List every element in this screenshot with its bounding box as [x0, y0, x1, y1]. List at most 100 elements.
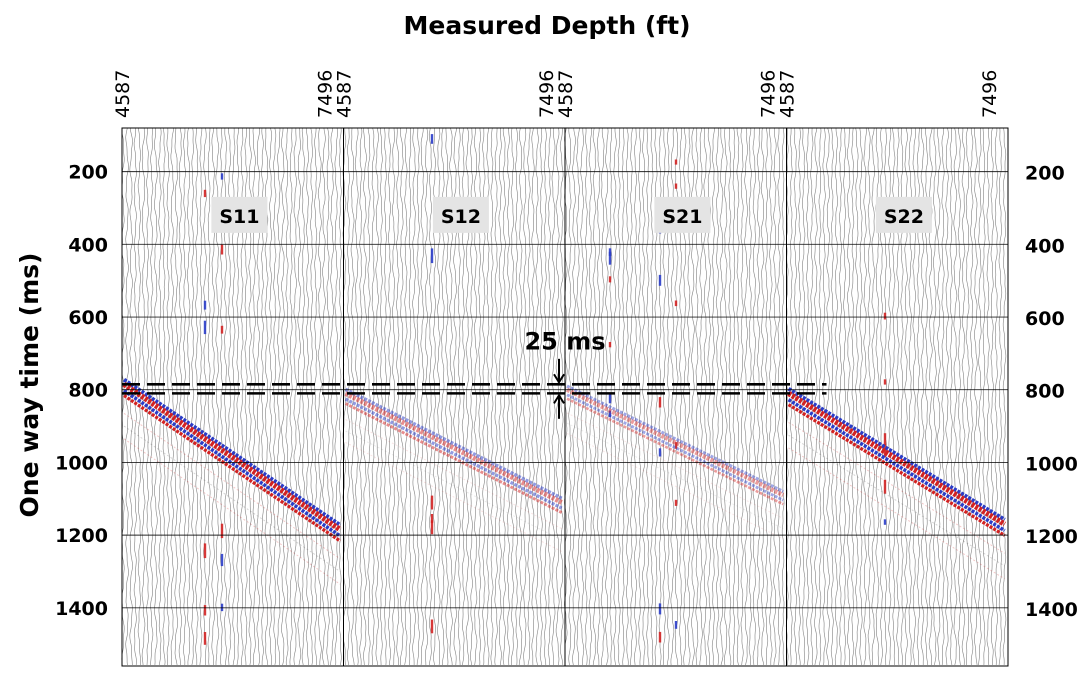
seismic-trace — [973, 127, 978, 666]
seismic-trace — [806, 127, 810, 666]
seismic-trace — [174, 127, 179, 666]
seismic-trace — [428, 127, 433, 666]
seismic-trace — [317, 127, 322, 665]
trace-noise-blip — [220, 523, 224, 539]
seismic-trace — [990, 127, 994, 666]
seismic-trace — [773, 127, 777, 666]
seismic-trace — [584, 127, 588, 666]
seismic-trace — [982, 127, 986, 666]
trace-noise-blip — [430, 520, 434, 535]
seismic-trace — [387, 127, 392, 666]
seismic-trace — [843, 127, 847, 666]
annotation-label: 25 ms — [524, 328, 605, 356]
seismic-trace — [191, 127, 195, 666]
trace-noise-blip — [608, 392, 612, 404]
trace-noise-blip — [883, 379, 887, 385]
event-band-s22 — [787, 387, 1006, 522]
trace-noise-blip — [883, 519, 887, 525]
event-band-s22 — [787, 403, 1006, 537]
event-multiple-s12 — [345, 430, 562, 541]
event-multiple-s11 — [123, 412, 341, 560]
seismic-trace — [301, 127, 306, 666]
seismic-trace — [326, 127, 330, 666]
seismic-trace — [502, 127, 506, 666]
trace-noise-blip — [674, 159, 678, 165]
plot-frame — [121, 127, 1009, 667]
seismic-trace — [359, 127, 363, 666]
seismic-trace — [945, 127, 949, 666]
trace-noise-blip — [883, 433, 887, 445]
seismic-trace — [523, 127, 527, 666]
seismic-trace — [719, 127, 724, 666]
seismic-trace — [621, 127, 625, 666]
trace-noise-blip — [220, 244, 224, 255]
trace-noise-blip — [658, 603, 662, 615]
seismic-trace — [641, 127, 646, 666]
y-tick-left-600: 600 — [68, 307, 108, 329]
seismic-trace — [178, 127, 183, 665]
x-axis-title: Measured Depth (ft) — [404, 11, 691, 40]
seismic-trace — [633, 127, 638, 666]
y-tick-left-800: 800 — [68, 380, 108, 402]
seismic-trace — [728, 127, 732, 666]
panel-label-s11: S11 — [219, 206, 259, 228]
seismic-trace — [379, 127, 383, 666]
seismic-trace — [314, 127, 318, 666]
seismic-trace — [371, 127, 375, 666]
seismic-trace — [334, 127, 338, 666]
seismic-trace — [818, 127, 822, 666]
y-tick-left-1200: 1200 — [55, 525, 108, 547]
seismic-trace — [760, 127, 765, 666]
panel-label-s22: S22 — [884, 206, 924, 228]
seismic-trace — [777, 128, 781, 666]
event-band-s12 — [344, 387, 563, 500]
trace-noise-blip — [608, 276, 612, 283]
event-band-s12 — [344, 391, 563, 505]
panel-label-s21: S21 — [662, 206, 702, 228]
seismic-trace — [133, 127, 137, 666]
seismic-trace — [289, 127, 293, 666]
trace-noise-blip — [658, 631, 662, 643]
trace-noise-blip — [203, 543, 207, 559]
seismic-trace — [986, 127, 990, 666]
seismic-trace — [498, 127, 502, 666]
seismic-trace — [269, 127, 273, 666]
panel-label-box-s22 — [875, 196, 932, 233]
seismic-trace — [801, 127, 806, 666]
seismic-trace — [539, 127, 543, 666]
seismic-trace — [744, 127, 749, 666]
seismic-trace — [789, 127, 793, 666]
panel-labels: S11 S12 S21 S22 — [211, 196, 932, 233]
seismic-trace — [424, 127, 429, 666]
seismic-trace — [280, 127, 285, 666]
seismic-trace — [838, 127, 843, 666]
seismic-trace — [367, 127, 371, 666]
seismic-trace — [961, 127, 966, 666]
seismic-trace — [769, 127, 773, 665]
seismic-trace — [756, 127, 761, 666]
seismic-trace — [527, 127, 531, 666]
seismic-trace — [420, 127, 425, 666]
seismic-trace — [748, 127, 752, 666]
seismic-trace — [765, 127, 769, 666]
y-tick-labels-left: 200 400 600 800 1000 1200 1400 — [55, 162, 108, 620]
seismic-trace — [781, 127, 785, 665]
trace-noise-blip — [430, 495, 434, 510]
reference-lines — [122, 382, 827, 395]
x-tick-s21-7496: 7496 — [758, 70, 780, 118]
panel-label-box-s12 — [432, 196, 489, 233]
trace-noise-blip — [203, 189, 207, 198]
seismic-trace — [531, 127, 535, 666]
seismic-trace — [596, 127, 601, 665]
trace-noise-blip — [203, 605, 207, 616]
event-multiple-s11 — [123, 438, 341, 585]
y-tick-right-600: 600 — [1025, 308, 1065, 330]
x-tick-s12-7496: 7496 — [536, 70, 558, 118]
seismic-trace — [711, 127, 715, 666]
seismic-trace — [150, 127, 154, 665]
event-band-s11 — [123, 394, 342, 543]
event-band-s21 — [566, 393, 784, 502]
seismic-trace — [186, 127, 191, 666]
trace-noise-blip — [658, 448, 662, 457]
